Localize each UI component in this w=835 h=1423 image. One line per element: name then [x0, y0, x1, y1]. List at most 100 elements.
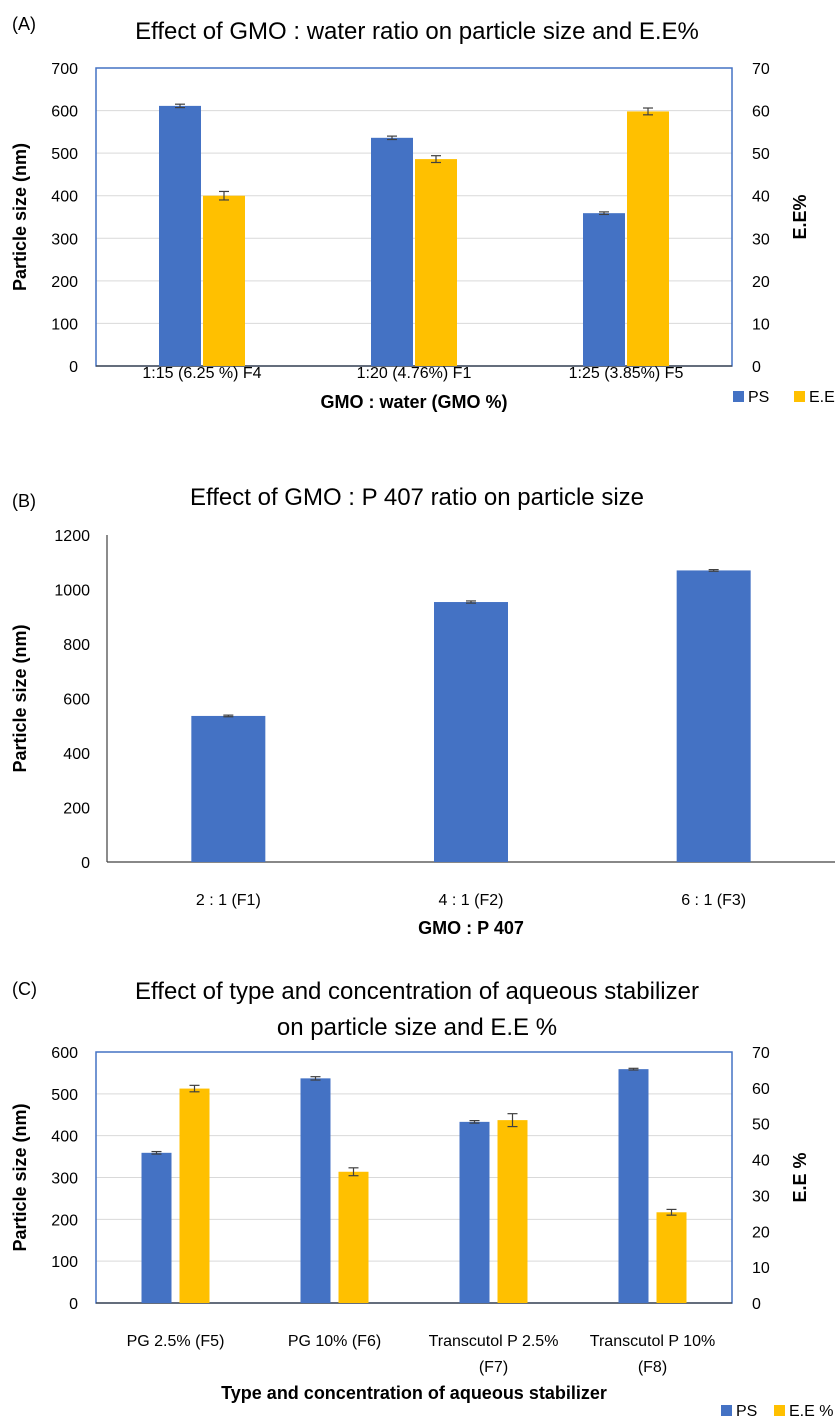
bar-ps — [191, 715, 266, 862]
chart-title: Effect of GMO : P 407 ratio on particle … — [190, 484, 644, 511]
y-tick-label: 0 — [69, 1296, 78, 1313]
y-tick-label: 300 — [51, 1171, 78, 1188]
x-axis-title: Type and concentration of aqueous stabil… — [221, 1383, 607, 1403]
panel-label: (A) — [12, 14, 36, 34]
category-label: 4 : 1 (F2) — [439, 892, 504, 909]
y2-tick-label: 70 — [752, 61, 770, 78]
category-label: 1:20 (4.76%) F1 — [357, 365, 472, 382]
y2-tick-label: 30 — [752, 1188, 770, 1205]
y2-tick-label: 10 — [752, 316, 770, 333]
category-label: 6 : 1 (F3) — [681, 892, 746, 909]
error-bar — [507, 1113, 518, 1128]
bar-ps — [459, 1121, 490, 1303]
chart-panel-b: (B) Effect of GMO : P 407 ratio on partic… — [10, 484, 835, 938]
bar-ps — [618, 1069, 649, 1303]
y2-tick-label: 60 — [752, 104, 770, 121]
bar-ee — [497, 1120, 528, 1303]
category-label: 1:25 (3.85%) F5 — [569, 365, 684, 382]
panel-label: (B) — [12, 491, 36, 511]
bar-ee — [415, 159, 457, 366]
category-label: PG 10% (F6) — [288, 1333, 381, 1350]
chart-title: on particle size and E.E % — [277, 1014, 557, 1041]
y-axis-title: Particle size (nm) — [10, 1103, 30, 1251]
bar-ps — [676, 570, 751, 862]
legend: PS E.E % — [721, 1403, 833, 1420]
legend-swatch — [733, 391, 744, 402]
panel-label: (C) — [12, 979, 37, 999]
chart-panel-c: (C) Effect of type and concentration of a… — [10, 978, 833, 1420]
error-bar — [151, 1150, 162, 1155]
y-tick-label: 700 — [51, 61, 78, 78]
bar-ee — [338, 1171, 369, 1303]
y-tick-label: 200 — [63, 801, 90, 818]
y2-tick-label: 20 — [752, 274, 770, 291]
legend-label: E.E % — [809, 389, 835, 406]
y-tick-label: 1000 — [54, 583, 90, 600]
bar-ps — [371, 137, 413, 366]
y2-tick-label: 30 — [752, 231, 770, 248]
error-bar — [219, 190, 229, 201]
error-bar — [223, 714, 234, 718]
legend-label: E.E % — [789, 1403, 833, 1420]
y2-tick-label: 70 — [752, 1045, 770, 1062]
y2-tick-label: 10 — [752, 1260, 770, 1277]
y-tick-label: 200 — [51, 274, 78, 291]
y-tick-label: 600 — [51, 104, 78, 121]
error-bar — [431, 155, 441, 164]
legend-label: PS — [748, 389, 769, 406]
chart-title: Effect of GMO : water ratio on particle … — [135, 18, 699, 45]
y-tick-label: 100 — [51, 316, 78, 333]
bar-ee — [179, 1088, 210, 1303]
bar-ps — [434, 602, 508, 862]
category-label: Transcutol P 10% — [590, 1333, 715, 1350]
y-tick-label: 800 — [63, 637, 90, 654]
bar-ps — [300, 1078, 331, 1303]
legend-swatch — [774, 1405, 785, 1416]
y-tick-label: 1200 — [54, 528, 90, 545]
chart-panel-a: (A) Effect of GMO : water ratio on partic… — [10, 14, 835, 412]
y2-tick-label: 50 — [752, 146, 770, 163]
y-tick-label: 500 — [51, 1087, 78, 1104]
error-bar — [189, 1084, 200, 1093]
category-label: (F7) — [479, 1359, 508, 1376]
error-bar — [643, 107, 653, 116]
y-tick-label: 300 — [51, 231, 78, 248]
x-axis-title: GMO : water (GMO %) — [320, 392, 507, 412]
y2-tick-label: 40 — [752, 1153, 770, 1170]
y2-axis-title: E.E% — [790, 194, 810, 239]
y2-tick-label: 40 — [752, 189, 770, 206]
x-axis-title: GMO : P 407 — [418, 918, 524, 938]
legend-label: PS — [736, 1403, 757, 1420]
error-bar — [175, 103, 185, 109]
y-axis-title: Particle size (nm) — [10, 143, 30, 291]
y-tick-label: 600 — [63, 692, 90, 709]
y-tick-label: 200 — [51, 1212, 78, 1229]
category-label: PG 2.5% (F5) — [127, 1333, 225, 1350]
y-tick-label: 500 — [51, 146, 78, 163]
y2-tick-label: 50 — [752, 1117, 770, 1134]
bar-ee — [203, 195, 245, 366]
y-tick-label: 400 — [51, 1129, 78, 1146]
error-bar — [666, 1208, 677, 1216]
chart-title: Effect of type and concentration of aque… — [135, 978, 699, 1005]
category-label: Transcutol P 2.5% — [429, 1333, 559, 1350]
y-axis-title: Particle size (nm) — [10, 624, 30, 772]
bar-ee — [627, 111, 669, 367]
category-label: (F8) — [638, 1359, 667, 1376]
error-bar — [466, 600, 476, 604]
bar-ps — [583, 213, 625, 366]
category-label: 1:15 (6.25 %) F4 — [142, 365, 261, 382]
bar-ps — [141, 1152, 172, 1303]
y-tick-label: 400 — [63, 746, 90, 763]
error-bar — [348, 1167, 359, 1177]
y-tick-label: 100 — [51, 1254, 78, 1271]
bar-ps — [159, 105, 201, 366]
y2-tick-label: 0 — [752, 1296, 761, 1313]
y-tick-label: 600 — [51, 1045, 78, 1062]
y-tick-label: 0 — [69, 359, 78, 376]
error-bar — [387, 135, 397, 141]
y-tick-label: 400 — [51, 189, 78, 206]
legend-swatch — [794, 391, 805, 402]
error-bar — [628, 1067, 639, 1071]
